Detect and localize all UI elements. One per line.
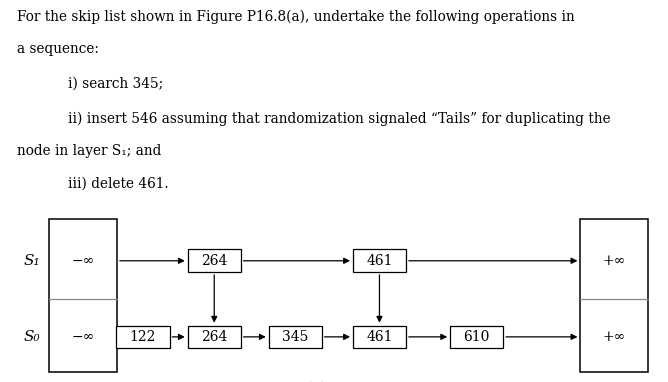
Text: +∞: +∞	[603, 254, 626, 268]
Text: ii) insert 546 assuming that randomization signaled “Tails” for duplicating the: ii) insert 546 assuming that randomizati…	[68, 111, 611, 126]
FancyBboxPatch shape	[269, 325, 322, 348]
FancyBboxPatch shape	[49, 220, 117, 372]
FancyBboxPatch shape	[580, 220, 649, 372]
Text: 345: 345	[282, 330, 309, 344]
Text: +∞: +∞	[603, 330, 626, 344]
FancyBboxPatch shape	[188, 249, 240, 272]
Text: iii) delete 461.: iii) delete 461.	[68, 176, 169, 190]
Text: S₁: S₁	[23, 254, 40, 268]
Text: −∞: −∞	[71, 330, 95, 344]
FancyBboxPatch shape	[450, 325, 503, 348]
Text: 122: 122	[130, 330, 156, 344]
Text: S₀: S₀	[23, 330, 40, 344]
Text: node in layer S₁; and: node in layer S₁; and	[17, 144, 161, 158]
FancyBboxPatch shape	[116, 325, 170, 348]
Text: −∞: −∞	[71, 254, 95, 268]
Text: 264: 264	[201, 254, 227, 268]
Text: For the skip list shown in Figure P16.8(a), undertake the following operations i: For the skip list shown in Figure P16.8(…	[17, 10, 574, 24]
Text: 610: 610	[464, 330, 490, 344]
Text: 264: 264	[201, 330, 227, 344]
FancyBboxPatch shape	[188, 325, 240, 348]
FancyBboxPatch shape	[353, 325, 406, 348]
Text: a sequence:: a sequence:	[17, 42, 98, 56]
FancyBboxPatch shape	[353, 249, 406, 272]
Text: i) search 345;: i) search 345;	[68, 77, 164, 91]
Text: 461: 461	[366, 254, 393, 268]
Text: 461: 461	[366, 330, 393, 344]
